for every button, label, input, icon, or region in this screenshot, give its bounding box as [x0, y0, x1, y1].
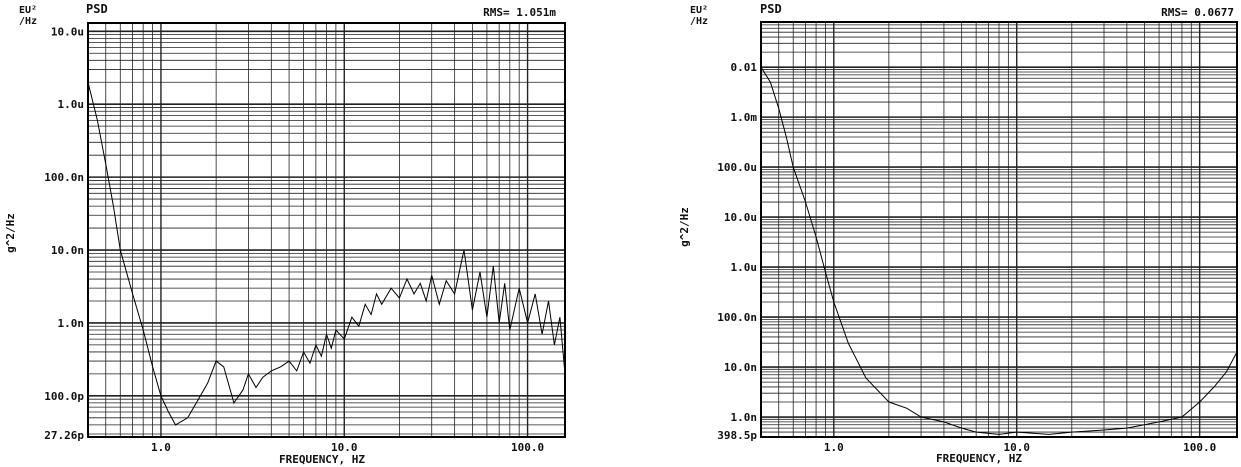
psd-chart-left: EU² /Hz PSD RMS= 1.051m g^2/Hz FREQUENCY… — [0, 0, 600, 467]
psd-curve — [87, 82, 566, 426]
y-tick-label: 1.0n — [58, 317, 85, 330]
y-tick-label: 1.0m — [731, 111, 758, 124]
y-tick-label: 100.0n — [44, 171, 84, 184]
psd-plot-right: EU² /Hz PSD RMS= 0.0677 g^2/Hz FREQUENCY… — [678, 2, 1238, 465]
x-tick-label: 10.0 — [1003, 441, 1030, 454]
x-tick-label: 10.0 — [331, 441, 358, 454]
plot-frame — [87, 22, 566, 438]
unit-label-line2: /Hz — [690, 16, 708, 27]
plot-frame — [760, 21, 1238, 438]
psd-title: PSD — [760, 2, 782, 16]
y-tick-label: 100.0u — [717, 161, 757, 174]
y-tick-label: 100.0n — [717, 311, 757, 324]
y-tick-label: 10.0u — [724, 211, 757, 224]
x-axis-label: FREQUENCY, HZ — [936, 452, 1022, 465]
y-axis-label: g^2/Hz — [4, 213, 17, 253]
grid-lines — [87, 23, 565, 437]
psd-plot-left: EU² /Hz PSD RMS= 1.051m g^2/Hz FREQUENCY… — [4, 2, 566, 466]
x-tick-labels: 1.0 10.0 100.0 — [824, 441, 1216, 454]
y-tick-label: 0.01 — [731, 61, 758, 74]
y-tick-label: 1.0u — [58, 98, 85, 111]
psd-title: PSD — [86, 2, 108, 16]
x-tick-label: 100.0 — [1183, 441, 1216, 454]
y-tick-label: 1.0u — [731, 261, 758, 274]
y-tick-label: 10.0n — [51, 244, 84, 257]
y-tick-label: 10.0u — [51, 25, 84, 38]
y-tick-label: 100.0p — [44, 390, 84, 403]
psd-chart-right: EU² /Hz PSD RMS= 0.0677 g^2/Hz FREQUENCY… — [640, 0, 1241, 467]
x-tick-label: 100.0 — [511, 441, 544, 454]
unit-label-line1: EU² — [19, 5, 37, 16]
x-tick-label: 1.0 — [824, 441, 844, 454]
rms-readout: RMS= 1.051m — [483, 6, 556, 19]
y-tick-label: 1.0n — [731, 411, 758, 424]
y-tick-labels: 0.01 1.0m 100.0u 10.0u 1.0u 100.0n 10.0n 1.0n 39… — [717, 61, 757, 442]
unit-label-line2: /Hz — [19, 16, 37, 27]
x-tick-label: 1.0 — [151, 441, 171, 454]
y-axis-label: g^2/Hz — [678, 207, 691, 247]
x-tick-labels: 1.0 10.0 100.0 — [151, 441, 544, 454]
grid-lines — [760, 21, 1237, 438]
rms-readout: RMS= 0.0677 — [1161, 6, 1234, 19]
y-tick-label: 398.5p — [717, 429, 757, 442]
psd-curve — [760, 66, 1238, 435]
unit-label-line1: EU² — [690, 5, 708, 16]
y-tick-label: 10.0n — [724, 361, 757, 374]
y-tick-label: 27.26p — [44, 429, 84, 442]
x-axis-label: FREQUENCY, HZ — [279, 453, 365, 466]
series-line — [87, 82, 566, 426]
series-line — [760, 66, 1238, 435]
y-tick-labels: 10.0u 1.0u 100.0n 10.0n 1.0n 100.0p 27.26p — [44, 25, 84, 442]
